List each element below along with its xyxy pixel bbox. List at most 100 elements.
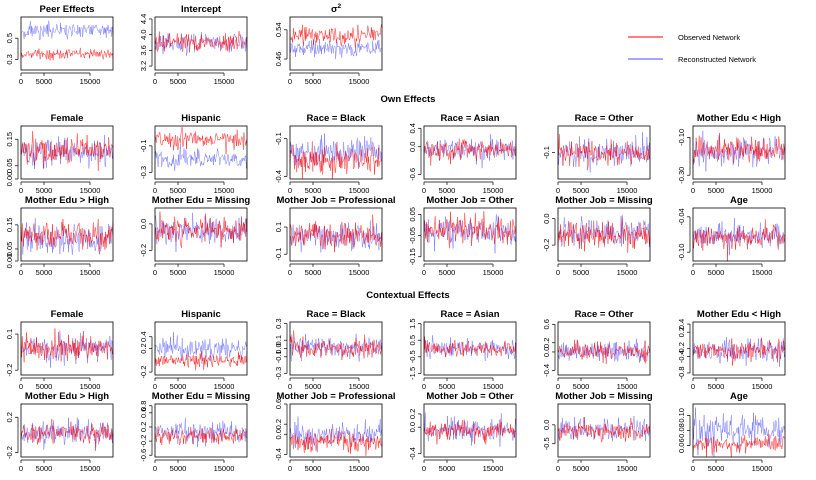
plot-frame (692, 207, 786, 262)
x-tick-label: 0 (153, 186, 157, 195)
x-tick-label: 0 (19, 382, 23, 391)
plot-frame (289, 207, 383, 262)
x-tick-label: 0 (153, 268, 157, 277)
trace-panels: Peer Effects 0 5000 15000 0.3 0.5 Intercept 0 50… (5, 3, 786, 473)
plot-frame (154, 125, 248, 180)
panel-top-intercept: Intercept 0 5000 15000 3.2 3.6 4.0 4.4 (139, 4, 248, 86)
y-tick-label: 0.2 (139, 343, 148, 353)
panel-contextual-age: Age 0 5000 15000 0.060.080.10 (677, 391, 786, 473)
panel-title: Age (730, 391, 748, 402)
trace-reconstructed (155, 332, 247, 364)
x-tick-label: 0 (422, 382, 426, 391)
x-tick-label: 5000 (708, 382, 725, 391)
trace-observed (155, 126, 247, 155)
panel-contextual-mother-edu-high: Mother Edu > High 0 5000 15000 -0.2 0.2 (5, 391, 114, 473)
y-tick-label: 4.4 (139, 14, 148, 24)
y-tick-label: 1.5 (408, 318, 417, 328)
trace-observed (290, 24, 382, 49)
y-tick-label: 0.3 (274, 318, 283, 328)
y-tick-label: -0.2 (139, 435, 148, 448)
x-tick-label: 0 (288, 382, 292, 391)
plot-frame (423, 207, 517, 262)
x-tick-label: 5000 (36, 77, 53, 86)
panel-contextual-race-asian: Race = Asian 0 5000 15000 -1.5 -0.5 0.5 1.5 (408, 309, 517, 391)
x-tick-label: 5000 (573, 186, 590, 195)
y-tick-label: 0.1 (274, 335, 283, 345)
y-tick-label: 0.4 (677, 319, 686, 329)
y-tick-label: 0.1 (5, 329, 14, 339)
y-tick-label: -0.15 (408, 248, 417, 265)
panel-contextual-mother-job-missing: Mother Job = Missing 0 5000 15000 -0.5 0.0 (542, 391, 653, 473)
panel-contextual-mother-job-professional: Mother Job = Professional 0 5000 15000 -0.4 0… (274, 391, 396, 473)
plot-frame (423, 321, 517, 376)
x-tick-label: 15000 (349, 464, 370, 473)
trace-reconstructed (558, 132, 650, 173)
panel-contextual-female: Female 0 5000 15000 -0.2 0.1 (5, 309, 114, 391)
trace-observed (424, 419, 516, 445)
panel-title: Mother Edu = Missing (152, 391, 251, 402)
y-tick-label: -0.10 (677, 244, 686, 261)
plot-frame (154, 403, 248, 458)
trace-reconstructed (424, 412, 516, 447)
x-tick-label: 0 (691, 186, 695, 195)
x-tick-label: 15000 (617, 186, 638, 195)
legend-label-reconstructed: Reconstructed Network (678, 55, 756, 64)
trace-observed (558, 339, 650, 364)
panel-own-female: Female 0 5000 15000 0.000.05 0.15 (5, 113, 114, 195)
x-tick-label: 5000 (170, 464, 187, 473)
trace-reconstructed (21, 218, 113, 255)
y-tick-label: 0.2 (274, 419, 283, 429)
y-tick-label: -0.4 (274, 448, 283, 461)
y-tick-label: 0.6 (139, 408, 148, 418)
x-tick-label: 5000 (36, 268, 53, 277)
panel-title: Hispanic (181, 113, 221, 124)
y-tick-label: 0.05 (5, 242, 14, 257)
panel-title: Mother Job = Other (426, 195, 514, 206)
y-tick-label: 0.05 (408, 207, 417, 222)
y-tick-label: -0.2 (5, 364, 14, 377)
y-tick-label: 0.5 (5, 33, 14, 43)
panel-own-mother-edu-high: Mother Edu < High 0 5000 15000 -0.30 -0.10 (677, 113, 786, 195)
x-tick-label: 0 (19, 464, 23, 473)
trace-observed (155, 349, 247, 371)
panel-title: Race = Black (307, 309, 367, 320)
y-tick-label: -0.1 (274, 350, 283, 363)
x-tick-label: 15000 (617, 268, 638, 277)
x-tick-label: 0 (422, 464, 426, 473)
x-tick-label: 0 (691, 382, 695, 391)
x-tick-label: 5000 (439, 464, 456, 473)
panel-contextual-mother-job-other: Mother Job = Other 0 5000 15000 -0.4 0.0 0.2 (408, 391, 517, 473)
x-tick-label: 5000 (439, 382, 456, 391)
y-tick-label: -0.5 (542, 437, 551, 450)
panel-title: Race = Other (575, 309, 634, 320)
y-tick-label: 0.46 (274, 52, 283, 67)
legend-label-observed: Observed Network (678, 33, 740, 42)
y-tick-label: 0.54 (274, 22, 283, 37)
x-tick-label: 5000 (573, 268, 590, 277)
panel-own-mother-edu-high: Mother Edu > High 0 5000 15000 0.000.05 0.15 (5, 195, 114, 277)
x-tick-label: 5000 (708, 268, 725, 277)
y-tick-label: -0.2 (542, 239, 551, 252)
trace-observed (290, 214, 382, 253)
plot-frame (423, 403, 517, 458)
panel-title: Age (730, 195, 748, 206)
x-tick-label: 0 (288, 186, 292, 195)
y-tick-label: -0.2 (677, 342, 686, 355)
plot-frame (289, 403, 383, 458)
x-tick-label: 15000 (617, 382, 638, 391)
plot-frame (557, 321, 651, 376)
plot-frame (289, 16, 383, 71)
x-tick-label: 0 (153, 77, 157, 86)
y-tick-label: 0.2 (542, 338, 551, 348)
x-tick-label: 5000 (36, 464, 53, 473)
x-tick-label: 5000 (708, 464, 725, 473)
y-tick-label: 0.15 (5, 132, 14, 147)
x-tick-label: 15000 (483, 268, 504, 277)
x-tick-label: 15000 (617, 464, 638, 473)
y-tick-label: 0.2 (408, 409, 417, 419)
panel-contextual-hispanic: Hispanic 0 5000 15000 -0.2 0.20.4 (139, 309, 248, 391)
panel-top-sigma2: σ2 0 5000 15000 0.46 0.54 (274, 3, 383, 86)
panel-title: Intercept (181, 4, 222, 15)
panel-own-mother-job-other: Mother Job = Other 0 5000 15000 -0.15 -0.05 0.… (408, 195, 517, 277)
plot-frame (692, 125, 786, 180)
